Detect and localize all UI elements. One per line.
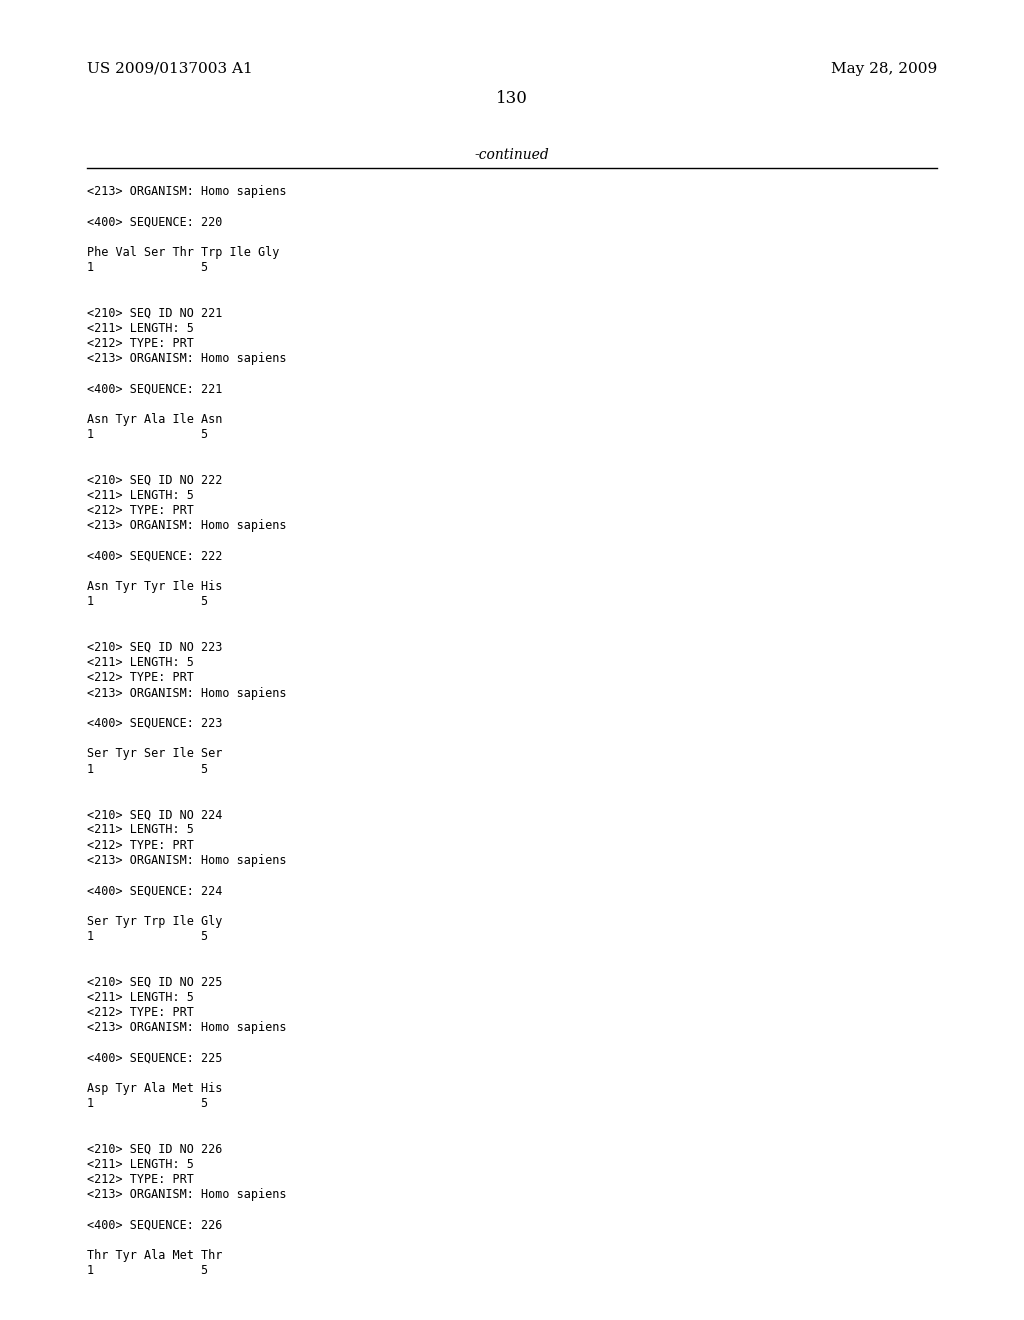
Text: <400> SEQUENCE: 222: <400> SEQUENCE: 222	[87, 550, 222, 562]
Text: <212> TYPE: PRT: <212> TYPE: PRT	[87, 1173, 194, 1185]
Text: <212> TYPE: PRT: <212> TYPE: PRT	[87, 838, 194, 851]
Text: <213> ORGANISM: Homo sapiens: <213> ORGANISM: Homo sapiens	[87, 686, 287, 700]
Text: <213> ORGANISM: Homo sapiens: <213> ORGANISM: Homo sapiens	[87, 1188, 287, 1201]
Text: <211> LENGTH: 5: <211> LENGTH: 5	[87, 990, 194, 1003]
Text: <210> SEQ ID NO 225: <210> SEQ ID NO 225	[87, 975, 222, 989]
Text: <213> ORGANISM: Homo sapiens: <213> ORGANISM: Homo sapiens	[87, 352, 287, 366]
Text: 1               5: 1 5	[87, 261, 208, 275]
Text: <211> LENGTH: 5: <211> LENGTH: 5	[87, 656, 194, 669]
Text: <210> SEQ ID NO 226: <210> SEQ ID NO 226	[87, 1143, 222, 1155]
Text: <210> SEQ ID NO 222: <210> SEQ ID NO 222	[87, 474, 222, 487]
Text: <213> ORGANISM: Homo sapiens: <213> ORGANISM: Homo sapiens	[87, 185, 287, 198]
Text: Ser Tyr Trp Ile Gly: Ser Tyr Trp Ile Gly	[87, 915, 222, 928]
Text: Thr Tyr Ala Met Thr: Thr Tyr Ala Met Thr	[87, 1249, 222, 1262]
Text: <211> LENGTH: 5: <211> LENGTH: 5	[87, 488, 194, 502]
Text: <213> ORGANISM: Homo sapiens: <213> ORGANISM: Homo sapiens	[87, 1020, 287, 1034]
Text: <400> SEQUENCE: 225: <400> SEQUENCE: 225	[87, 1052, 222, 1064]
Text: 1               5: 1 5	[87, 763, 208, 776]
Text: <400> SEQUENCE: 223: <400> SEQUENCE: 223	[87, 717, 222, 730]
Text: Phe Val Ser Thr Trp Ile Gly: Phe Val Ser Thr Trp Ile Gly	[87, 246, 280, 259]
Text: Asp Tyr Ala Met His: Asp Tyr Ala Met His	[87, 1082, 222, 1094]
Text: <210> SEQ ID NO 224: <210> SEQ ID NO 224	[87, 808, 222, 821]
Text: 130: 130	[496, 90, 528, 107]
Text: 1               5: 1 5	[87, 428, 208, 441]
Text: <400> SEQUENCE: 220: <400> SEQUENCE: 220	[87, 215, 222, 228]
Text: Asn Tyr Tyr Ile His: Asn Tyr Tyr Ile His	[87, 581, 222, 593]
Text: <213> ORGANISM: Homo sapiens: <213> ORGANISM: Homo sapiens	[87, 519, 287, 532]
Text: <210> SEQ ID NO 221: <210> SEQ ID NO 221	[87, 306, 222, 319]
Text: <212> TYPE: PRT: <212> TYPE: PRT	[87, 337, 194, 350]
Text: <213> ORGANISM: Homo sapiens: <213> ORGANISM: Homo sapiens	[87, 854, 287, 867]
Text: <212> TYPE: PRT: <212> TYPE: PRT	[87, 1006, 194, 1019]
Text: 1               5: 1 5	[87, 929, 208, 942]
Text: <211> LENGTH: 5: <211> LENGTH: 5	[87, 1158, 194, 1171]
Text: -continued: -continued	[475, 148, 549, 162]
Text: <400> SEQUENCE: 224: <400> SEQUENCE: 224	[87, 884, 222, 898]
Text: 1               5: 1 5	[87, 1097, 208, 1110]
Text: <212> TYPE: PRT: <212> TYPE: PRT	[87, 672, 194, 684]
Text: <211> LENGTH: 5: <211> LENGTH: 5	[87, 824, 194, 837]
Text: <210> SEQ ID NO 223: <210> SEQ ID NO 223	[87, 642, 222, 653]
Text: <211> LENGTH: 5: <211> LENGTH: 5	[87, 322, 194, 335]
Text: <400> SEQUENCE: 226: <400> SEQUENCE: 226	[87, 1218, 222, 1232]
Text: Asn Tyr Ala Ile Asn: Asn Tyr Ala Ile Asn	[87, 413, 222, 426]
Text: May 28, 2009: May 28, 2009	[830, 62, 937, 77]
Text: Ser Tyr Ser Ile Ser: Ser Tyr Ser Ile Ser	[87, 747, 222, 760]
Text: 1               5: 1 5	[87, 595, 208, 609]
Text: <400> SEQUENCE: 221: <400> SEQUENCE: 221	[87, 383, 222, 396]
Text: 1               5: 1 5	[87, 1265, 208, 1278]
Text: <212> TYPE: PRT: <212> TYPE: PRT	[87, 504, 194, 517]
Text: US 2009/0137003 A1: US 2009/0137003 A1	[87, 62, 253, 77]
